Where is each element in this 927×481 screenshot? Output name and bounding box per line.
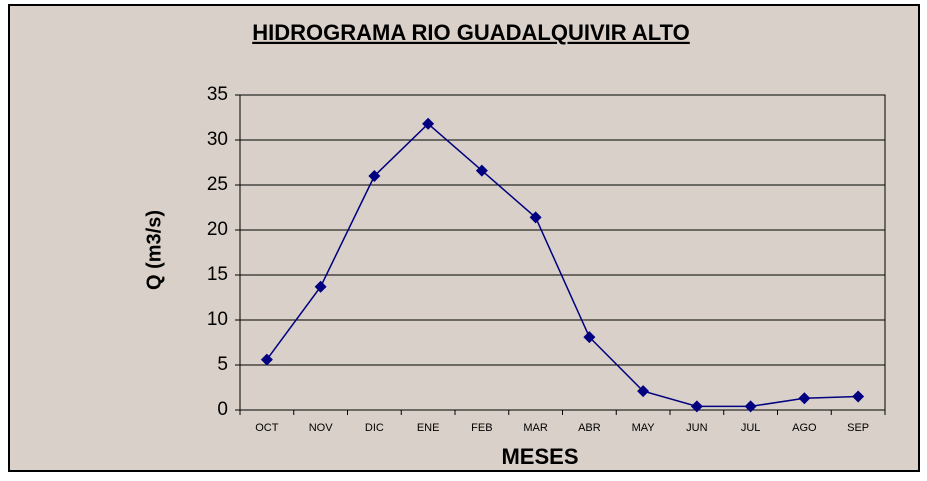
x-tick-label: MAY [632, 422, 656, 434]
data-marker [852, 390, 865, 403]
x-tick-label: JUN [686, 422, 707, 434]
data-marker [260, 353, 273, 366]
data-marker [422, 117, 435, 130]
data-marker [690, 400, 703, 413]
y-tick-label: 25 [207, 174, 228, 195]
y-axis-label: Q (m3/s) [143, 210, 165, 290]
data-marker [529, 211, 542, 224]
x-tick-label: OCT [255, 422, 279, 434]
y-tick-label: 0 [217, 399, 228, 420]
x-tick-label: ABR [578, 422, 601, 434]
chart-title: HIDROGRAMA RIO GUADALQUIVIR ALTO [252, 20, 690, 45]
x-tick-label: ENE [417, 422, 440, 434]
data-line [266, 122, 859, 408]
x-tick-label: JUL [741, 422, 761, 434]
x-tick-label: DIC [365, 422, 384, 434]
x-tick-label: NOV [309, 422, 334, 434]
data-marker [744, 400, 757, 413]
y-tick-label: 35 [207, 84, 228, 105]
plot-area [239, 94, 886, 411]
data-marker [314, 280, 327, 293]
data-marker [368, 170, 381, 182]
x-tick-label: FEB [471, 422, 492, 434]
y-tick-label: 15 [207, 264, 228, 285]
x-tick-label: SEP [847, 422, 869, 434]
data-marker [637, 385, 650, 398]
data-marker [798, 392, 811, 405]
data-marker [475, 164, 488, 177]
y-tick-label: 5 [217, 354, 228, 375]
x-tick-label: MAR [523, 422, 548, 434]
x-tick-label: AGO [792, 422, 817, 434]
y-tick-label: 10 [207, 309, 228, 330]
data-marker [583, 331, 596, 344]
x-axis-label: MESES [501, 444, 578, 469]
y-tick-label: 30 [207, 129, 228, 150]
y-tick-label: 20 [207, 219, 228, 240]
